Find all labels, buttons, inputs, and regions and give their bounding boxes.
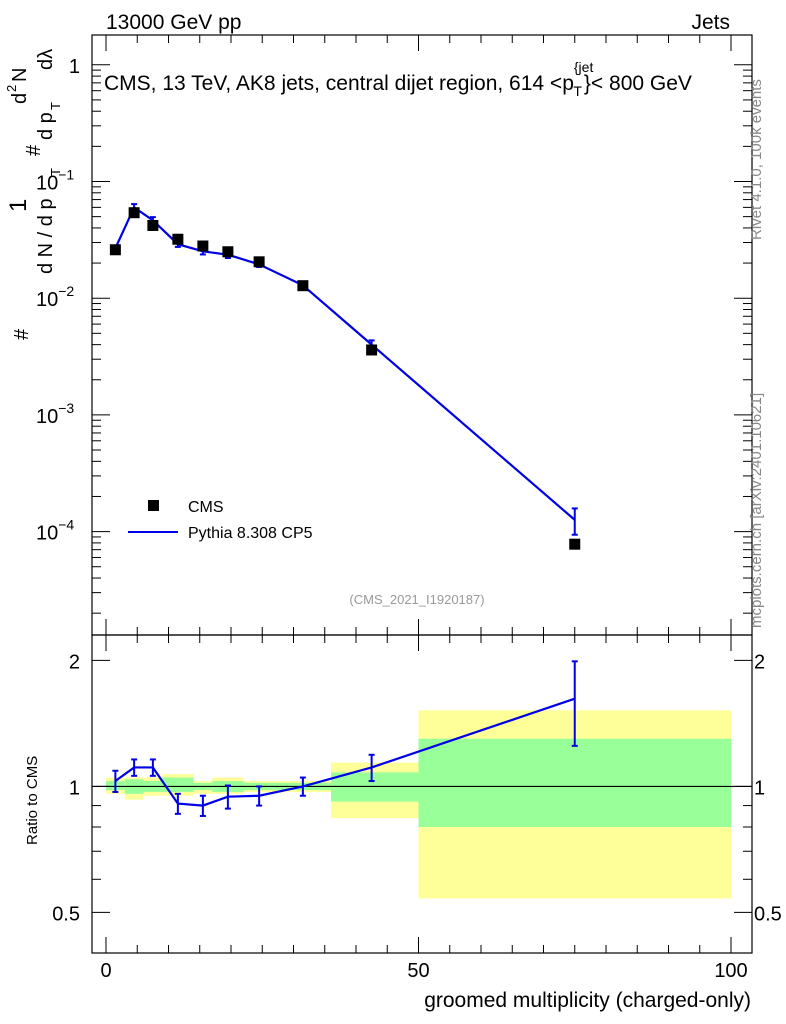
chart-title: CMS, 13 TeV, AK8 jets, central dijet reg… xyxy=(104,59,692,99)
ylabel-d2n: d xyxy=(9,93,31,104)
xtick-label: 100 xyxy=(714,960,747,982)
title-post: }< 800 GeV xyxy=(584,72,692,95)
data-point xyxy=(366,344,378,356)
main-ytick-label: 10−2 xyxy=(36,283,74,311)
data-point xyxy=(297,280,309,292)
xtick-label: 50 xyxy=(407,960,429,982)
data-point xyxy=(147,219,159,231)
main-x-ticks xyxy=(105,35,732,635)
header-right: Jets xyxy=(691,11,730,34)
header-left: 13000 GeV pp xyxy=(106,11,241,34)
tick-exponent: −4 xyxy=(58,517,74,533)
tick-base: 10 xyxy=(36,406,58,428)
ratio-x-ticks: 0 50 100 xyxy=(100,635,748,982)
ratio-ytick-label-right: 1 xyxy=(754,777,765,799)
ylabel-t1: T xyxy=(48,168,63,176)
tick-base: 10 xyxy=(36,523,58,545)
tick-base: 10 xyxy=(36,172,58,194)
title-sub: T xyxy=(573,83,582,99)
tick-exponent: −2 xyxy=(58,283,74,299)
mc-line xyxy=(114,205,576,521)
data-point xyxy=(128,207,140,219)
ratio-band-inner xyxy=(418,738,731,827)
main-ytick-label: 1 xyxy=(69,56,80,78)
tick-exponent: −3 xyxy=(58,400,74,416)
ratio-ylabel: Ratio to CMS xyxy=(24,756,41,845)
data-point xyxy=(253,256,265,268)
main-ytick-label: 10−4 xyxy=(36,517,74,545)
main-ytick-label: 10−3 xyxy=(36,400,74,428)
mcplots-label: mcplots.cern.ch [arXiv:2401.10621] xyxy=(748,393,765,628)
tick-exponent: −1 xyxy=(58,166,74,182)
ylabel-hash2: # xyxy=(23,144,45,156)
title-sup: {jet xyxy=(574,59,594,75)
xtick-label: 0 xyxy=(100,960,111,982)
ylabel-hash1: # xyxy=(11,328,33,340)
ratio-ytick-label-right: 0.5 xyxy=(754,903,782,925)
xlabel: groomed multiplicity (charged-only) xyxy=(424,989,751,1012)
data-point xyxy=(222,246,234,258)
ratio-band-inner xyxy=(162,777,194,792)
ratio-y-ticks: 0.5 0.5 1 1 2 2 xyxy=(52,651,782,925)
ratio-mc-line xyxy=(114,697,576,807)
mc-series-main xyxy=(112,203,578,536)
legend-data-label: CMS xyxy=(188,499,224,516)
ylabel-two: 2 xyxy=(4,85,19,92)
rivet-label: Rivet 4.1.0, 100k events xyxy=(748,79,765,240)
ratio-mc-series xyxy=(112,660,578,817)
ylabel-one: 1 xyxy=(5,199,32,212)
ylabel-t2: T xyxy=(48,102,63,110)
ylabel-dn: d N / d p xyxy=(35,198,57,274)
ratio-frame xyxy=(91,634,753,954)
data-point xyxy=(172,233,184,245)
ratio-ytick-label-left: 2 xyxy=(69,651,80,673)
tick-base: 10 xyxy=(36,289,58,311)
ratio-ytick-label-left: 1 xyxy=(69,777,80,799)
title-pre: CMS, 13 TeV, AK8 jets, central dijet reg… xyxy=(104,72,574,95)
main-ylabel: # 1 d N / d p T # d 2 N d p T dλ xyxy=(4,49,63,340)
main-frame xyxy=(91,34,753,636)
ratio-ytick-label-left: 0.5 xyxy=(52,903,80,925)
watermark: (CMS_2021_I1920187) xyxy=(349,592,484,607)
ratio-plot: 0.5 0.5 1 1 2 2 0 50 100 xyxy=(52,634,782,982)
main-ytick-label: 10−1 xyxy=(36,166,74,194)
data-series-main xyxy=(109,207,581,550)
legend-mc-label: Pythia 8.308 CP5 xyxy=(188,525,313,542)
ratio-ytick-label-right: 2 xyxy=(754,651,765,673)
data-point xyxy=(569,538,581,550)
ylabel-dl: dλ xyxy=(35,49,57,70)
main-y-ticks: 10−410−310−210−11 xyxy=(36,56,752,614)
data-point xyxy=(109,244,121,256)
ylabel-dp: d p xyxy=(35,112,57,140)
ylabel-N: N xyxy=(9,68,31,82)
legend: CMS Pythia 8.308 CP5 xyxy=(128,499,313,542)
data-point xyxy=(197,240,209,252)
main-plot: 10−410−310−210−11 xyxy=(36,34,753,636)
legend-data-marker xyxy=(148,500,159,511)
